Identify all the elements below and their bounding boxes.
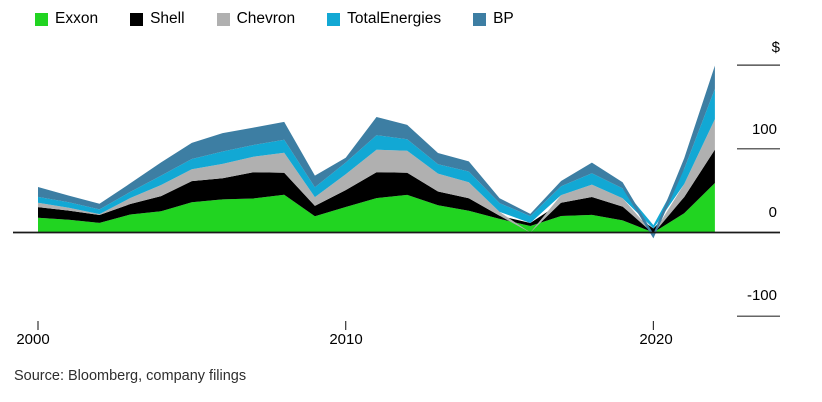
totalenergies-swatch-icon [327, 12, 341, 26]
x-axis-tick-label-2000: 2000 [16, 331, 50, 348]
legend-label: Chevron [236, 10, 296, 27]
x-axis-tick-label-2020: 2020 [639, 331, 673, 348]
shell-swatch-icon [130, 12, 144, 26]
x-axis-tick-label-2010: 2010 [329, 331, 363, 348]
source-note: Source: Bloomberg, company filings [14, 368, 247, 384]
y-axis-tick-label-0: 0 [768, 204, 777, 221]
legend-item-bp: BP [473, 10, 514, 28]
legend-item-shell: Shell [130, 10, 185, 28]
legend-label: TotalEnergies [347, 10, 442, 27]
legend-item-exxon: Exxon [35, 10, 98, 28]
legend-item-totalenergies: TotalEnergies [327, 10, 441, 28]
area-exxon [38, 183, 715, 234]
chevron-swatch-icon [216, 12, 230, 26]
legend-label: Shell [150, 10, 185, 27]
y-axis-unit-label: $ [771, 39, 780, 56]
legend-label: Exxon [55, 10, 99, 27]
legend-item-chevron: Chevron [216, 10, 296, 28]
bp-swatch-icon [473, 12, 487, 26]
area-shell [38, 149, 715, 233]
y-axis-tick-label-neg100: -100 [746, 287, 777, 304]
exxon-swatch-icon [35, 12, 48, 26]
y-axis-tick-label-100: 100 [751, 121, 777, 138]
legend: Exxon Shell Chevron TotalEnergies BP [35, 10, 514, 28]
legend-label: BP [493, 10, 514, 27]
